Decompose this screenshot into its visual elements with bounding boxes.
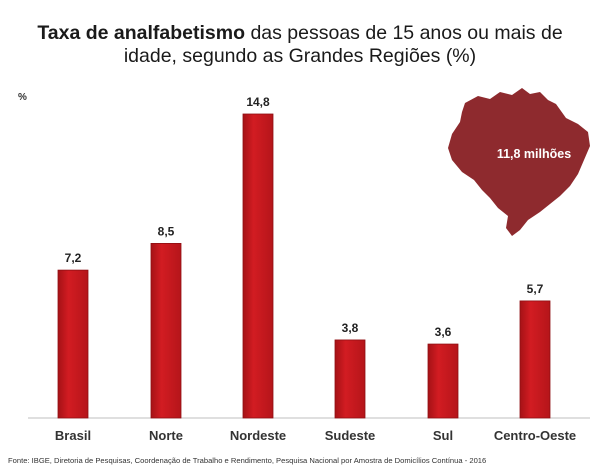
chart-title: Taxa de analfabetismo das pessoas de 15 … xyxy=(0,22,600,68)
bar-sudeste xyxy=(334,339,366,419)
bar-norte xyxy=(150,243,182,419)
category-label: Sul xyxy=(433,428,453,443)
title-bold: Taxa de analfabetismo xyxy=(37,22,246,44)
category-label: Centro-Oeste xyxy=(494,428,576,443)
value-label: 3,6 xyxy=(435,325,452,339)
value-label: 5,7 xyxy=(527,282,544,296)
source-note: Fonte: IBGE, Diretoria de Pesquisas, Coo… xyxy=(8,456,487,465)
bar-nordeste xyxy=(242,113,274,419)
category-label: Norte xyxy=(149,428,183,443)
category-label: Brasil xyxy=(55,428,91,443)
bars-group: 7,2 Brasil 8,5 Norte 14,8 Nordeste 3,8 Sudeste 3… xyxy=(55,95,576,443)
brazil-map-shape xyxy=(448,88,590,236)
title-line2: idade, segundo as Grandes Regiões (%) xyxy=(123,45,477,67)
title-line1-rest: das pessoas de 15 anos ou mais de xyxy=(245,22,563,44)
map-label: 11,8 milhões xyxy=(497,147,571,161)
brazil-map: 11,8 milhões xyxy=(448,88,590,236)
bar-sul xyxy=(427,343,459,419)
value-label: 7,2 xyxy=(65,251,82,265)
y-unit-label: % xyxy=(18,92,27,103)
category-label: Nordeste xyxy=(230,428,286,443)
value-label: 14,8 xyxy=(246,95,270,109)
bar-brasil xyxy=(57,269,89,419)
category-label: Sudeste xyxy=(325,428,376,443)
bar-centro-oeste xyxy=(519,300,551,419)
value-label: 3,8 xyxy=(342,321,359,335)
value-label: 8,5 xyxy=(158,224,175,238)
